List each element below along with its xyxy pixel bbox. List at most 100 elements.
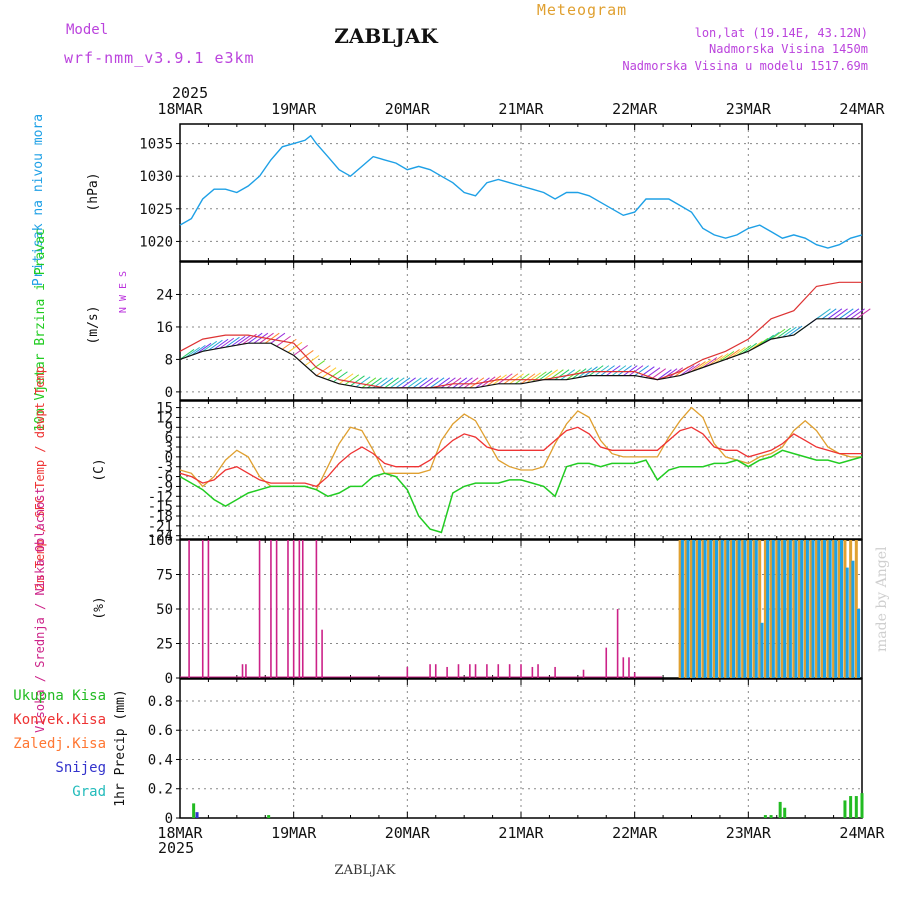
cloud-bar [703,540,707,678]
wind-barb [611,365,627,377]
bottom-time-axis: 18MAR 19MAR 20MAR 21MAR 22MAR 23MAR 24MAR [157,824,885,842]
wind-barb [600,365,615,377]
cloud-bar [201,540,204,678]
precip-bar [763,815,767,818]
cloud-bar [780,540,784,678]
wind-barb [634,365,649,377]
cloud-bar [270,540,272,678]
cloud-bar [775,540,779,678]
top-time-axis: 18MAR 19MAR 20MAR 21MAR 22MAR 23MAR 24MAR [157,100,885,118]
wind-barb [696,359,712,370]
model-name: wrf-nmm_v3.9.1 e3km [64,49,255,67]
cloud-panel: 0 25 50 75 100 [148,533,863,687]
y-tick-label: 9 [165,420,173,436]
cloud-bar [457,664,460,678]
altitude-text: Nadmorska Visina 1450m [709,42,868,56]
cloud-bar [531,666,534,678]
cloud-bar [709,540,713,678]
cloud-bar [803,540,807,678]
y-tick-label: 6 [165,430,173,446]
cloud-bar [537,664,539,678]
pressure-unit: (hPa) [86,172,101,211]
cloud-bar [258,540,261,678]
wind-barb [287,341,303,353]
cloud-bar [845,567,849,678]
wind-barb [367,377,382,389]
precip-bar [267,815,271,818]
temp-2m-line [179,426,862,488]
y-tick-label: 75 [156,568,173,584]
wind-barb [776,327,792,339]
cloud-bar [840,540,844,678]
precip-bar [849,796,853,818]
y-tick-label: 1020 [139,234,173,250]
precip-legend-item: Konvek.Kisa [13,712,106,728]
wind-barb [350,375,365,387]
wind-barb [327,369,343,381]
wind-barb [219,337,235,349]
wind-barb [196,342,212,354]
wind-barb [787,325,803,337]
wind-barb [554,369,570,381]
cloud-bar [800,540,804,678]
cloud-bar [743,540,747,678]
cloud-bar [446,666,448,678]
wind-barb [270,332,286,344]
wind-barb [458,377,473,389]
cloud-bar [854,540,858,678]
wind-barb [446,377,462,389]
wind-barb [407,377,422,389]
precip-bar [192,803,196,818]
cloud-bar [794,540,798,678]
cloud-bar [788,540,792,678]
wind-barb [429,377,445,389]
bottom-time-tick-label: 24MAR [839,824,885,842]
pressure-line [179,134,863,249]
wind-barb [816,308,831,320]
panels: 102010251030103508162415129630-3-6-9-12-… [139,123,871,827]
cloud-bar [712,540,716,678]
precip-bar [195,812,199,818]
wind-panel: 0 8 16 24 [156,261,871,401]
cloud-bar [241,664,244,678]
cloud-bar [292,540,295,678]
y-tick-label: 1035 [139,137,173,153]
temp-title: 2m Temp / SFC Temp / dewpt Temp [33,366,47,590]
wind-barb [594,365,610,377]
top-time-tick-label: 18MAR [157,100,203,118]
y-tick-label: -12 [148,489,173,505]
precip-legend-item: Zaledj.Kisa [13,736,106,752]
wind-barb [850,308,865,320]
cloud-bar [777,540,781,678]
cloud-bar [715,540,719,678]
bottom-time-tick-label: 18MAR [157,824,203,842]
wind-barb [736,344,752,356]
precip-legend-item: Ukupna Kisa [13,688,106,704]
cloud-bar [754,540,758,678]
cloud-bar [554,666,556,678]
wind-barb [185,346,200,358]
temp-unit: (C) [92,458,107,481]
y-tick-label: 15 [156,401,173,417]
cloud-bar [741,540,745,678]
wind-barb [509,373,524,385]
y-tick-label: 24 [156,287,173,303]
wind-barb [361,377,377,389]
cloud-bar [622,657,625,678]
cloud-bar [726,540,730,678]
wind-barb [469,377,485,389]
wind-barb [708,355,723,366]
cloud-bar [809,540,813,678]
cloud-bar [497,664,500,678]
wind-barb [742,342,757,354]
cloud-bar [301,540,304,678]
cloud-bar [628,657,630,678]
cloud-bar [792,540,796,678]
y-tick-label: 0 [165,811,173,827]
cloud-bar [732,540,736,678]
wind-barb [770,328,786,340]
precip-bar [860,793,864,818]
cloud-bar [298,540,301,678]
wind-barb [821,308,837,320]
